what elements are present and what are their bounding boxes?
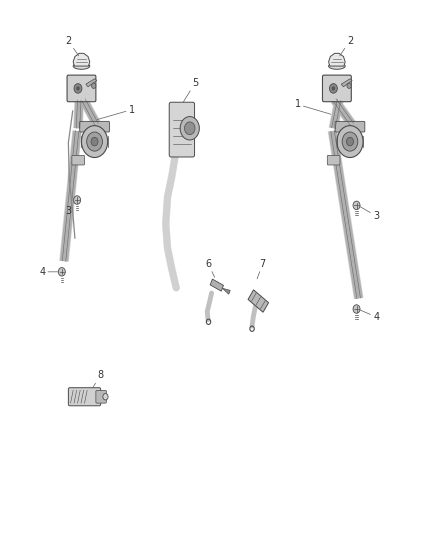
Circle shape [58, 268, 65, 276]
Circle shape [184, 122, 195, 135]
Circle shape [329, 84, 337, 93]
Circle shape [342, 132, 358, 151]
Circle shape [353, 305, 360, 313]
Polygon shape [223, 288, 230, 294]
Text: 8: 8 [93, 370, 103, 387]
Circle shape [332, 86, 335, 91]
Polygon shape [86, 79, 97, 87]
Circle shape [91, 138, 98, 146]
FancyBboxPatch shape [96, 390, 106, 403]
Text: 7: 7 [257, 259, 266, 279]
Circle shape [353, 201, 360, 209]
Circle shape [92, 83, 96, 88]
Polygon shape [248, 290, 268, 312]
Circle shape [337, 126, 363, 158]
Circle shape [103, 393, 108, 400]
Circle shape [74, 196, 81, 204]
Text: 2: 2 [340, 36, 353, 56]
Text: 3: 3 [65, 203, 74, 216]
Ellipse shape [73, 63, 90, 69]
Text: 3: 3 [360, 207, 379, 221]
Polygon shape [328, 53, 345, 66]
FancyBboxPatch shape [322, 75, 351, 102]
Polygon shape [73, 53, 90, 66]
Ellipse shape [328, 63, 345, 69]
FancyBboxPatch shape [169, 102, 194, 157]
Text: 2: 2 [65, 36, 78, 56]
Polygon shape [341, 79, 352, 87]
Text: 4: 4 [360, 310, 379, 322]
Circle shape [347, 83, 351, 88]
Circle shape [180, 117, 199, 140]
Text: 1: 1 [294, 99, 331, 114]
FancyBboxPatch shape [80, 122, 110, 132]
FancyBboxPatch shape [68, 387, 101, 406]
Polygon shape [210, 279, 223, 291]
Text: 5: 5 [184, 78, 198, 102]
Circle shape [76, 86, 80, 91]
Text: 1: 1 [97, 104, 135, 119]
FancyBboxPatch shape [327, 156, 340, 165]
FancyBboxPatch shape [72, 156, 85, 165]
FancyBboxPatch shape [67, 75, 96, 102]
Circle shape [81, 126, 108, 158]
Circle shape [346, 138, 353, 146]
Circle shape [74, 84, 82, 93]
Text: 6: 6 [205, 259, 215, 277]
Text: 4: 4 [39, 267, 58, 277]
Circle shape [87, 132, 102, 151]
FancyBboxPatch shape [335, 122, 365, 132]
